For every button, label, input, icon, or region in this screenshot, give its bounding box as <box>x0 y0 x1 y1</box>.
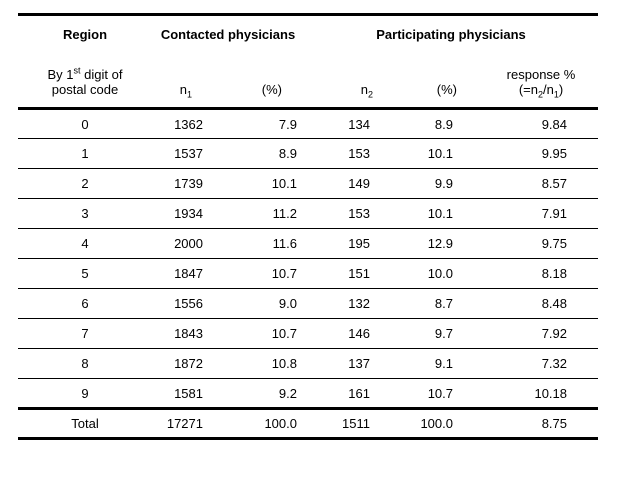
cell-total-label: Total <box>71 416 99 431</box>
cell-participating-percent: 9.1 <box>377 348 460 379</box>
cell-contacted-percent: 10.1 <box>210 168 304 199</box>
region-subheader-line2: postal code <box>51 82 119 97</box>
cell-n2: 151 <box>304 258 377 289</box>
cell-region: 9 <box>18 378 152 410</box>
table-row-region-5: 5 1847 10.7 151 10.0 8.18 <box>18 258 599 289</box>
cell-response-percent: 10.18 <box>460 378 599 410</box>
cell-n1: 1581 <box>152 378 210 410</box>
cell-region: 4 <box>18 228 152 259</box>
cell-contacted-percent: 8.9 <box>210 138 304 169</box>
table-header: Region Contacted physicians Participatin… <box>18 15 599 110</box>
table-row-region-9: 9 1581 9.2 161 10.7 10.18 <box>18 378 599 410</box>
column-subheader-n2: n2 <box>304 52 377 110</box>
table-row-region-4: 4 2000 11.6 195 12.9 9.75 <box>18 228 599 259</box>
table-row-region-0: 0 1362 7.9 134 8.9 9.84 <box>18 108 599 139</box>
physician-response-table: Region Contacted physicians Participatin… <box>18 13 599 440</box>
cell-contacted-percent: 7.9 <box>210 108 304 139</box>
table-row-region-2: 2 1739 10.1 149 9.9 8.57 <box>18 168 599 199</box>
cell-n1: 1934 <box>152 198 210 229</box>
cell-total-n1: 17271 <box>166 416 203 431</box>
cell-contacted-percent: 11.2 <box>210 198 304 229</box>
cell-participating-percent: 10.7 <box>377 378 460 410</box>
cell-n2: 137 <box>304 348 377 379</box>
cell-response-percent: 9.84 <box>460 108 599 139</box>
cell-response-percent: 8.57 <box>460 168 599 199</box>
cell-contacted-percent: 9.0 <box>210 288 304 319</box>
cell-region: 5 <box>18 258 152 289</box>
cell-region: 6 <box>18 288 152 319</box>
cell-region: 7 <box>18 318 152 349</box>
column-subheader-region: By 1st digit of postal code <box>18 52 152 110</box>
cell-total-contacted-percent: 100.0 <box>264 416 297 431</box>
table-row-region-8: 8 1872 10.8 137 9.1 7.32 <box>18 348 599 379</box>
region-subheader-line1: By 1st digit of <box>47 65 123 82</box>
cell-n1: 1739 <box>152 168 210 199</box>
cell-participating-percent: 10.1 <box>377 138 460 169</box>
cell-region: 0 <box>18 108 152 139</box>
cell-n1: 1872 <box>152 348 210 379</box>
cell-n1: 1556 <box>152 288 210 319</box>
cell-total-n2: 1511 <box>342 416 370 431</box>
cell-region: 3 <box>18 198 152 229</box>
cell-participating-percent: 9.7 <box>377 318 460 349</box>
n2-subscript: 2 <box>367 89 373 100</box>
cell-n2: 161 <box>304 378 377 410</box>
cell-participating-percent: 8.7 <box>377 288 460 319</box>
table-row-region-1: 1 1537 8.9 153 10.1 9.95 <box>18 138 599 169</box>
cell-n2: 153 <box>304 138 377 169</box>
n1-subscript: 1 <box>186 89 192 100</box>
cell-contacted-percent: 10.8 <box>210 348 304 379</box>
cell-n1: 1537 <box>152 138 210 169</box>
ordinal-superscript: st <box>73 65 81 76</box>
cell-n1: 1847 <box>152 258 210 289</box>
cell-response-percent: 8.18 <box>460 258 599 289</box>
cell-participating-percent: 9.9 <box>377 168 460 199</box>
cell-region: 1 <box>18 138 152 169</box>
cell-region: 8 <box>18 348 152 379</box>
column-header-region: Region <box>62 26 108 42</box>
response-formula: (=n2/n1) <box>518 82 564 100</box>
column-subheader-contacted-percent: (%) <box>210 52 304 110</box>
cell-participating-percent: 12.9 <box>377 228 460 259</box>
table-body: 0 1362 7.9 134 8.9 9.84 1 1537 8.9 153 1… <box>18 108 599 410</box>
table-row-region-6: 6 1556 9.0 132 8.7 8.48 <box>18 288 599 319</box>
table-row-region-7: 7 1843 10.7 146 9.7 7.92 <box>18 318 599 349</box>
cell-contacted-percent: 11.6 <box>210 228 304 259</box>
cell-total-response-percent: 8.75 <box>541 416 568 431</box>
cell-participating-percent: 10.1 <box>377 198 460 229</box>
table-footer: Total 17271 100.0 1511 100.0 8.75 <box>18 409 598 439</box>
cell-contacted-percent: 10.7 <box>210 258 304 289</box>
cell-n1: 1843 <box>152 318 210 349</box>
cell-response-percent: 9.75 <box>460 228 599 259</box>
response-header-line1: response % <box>506 67 576 82</box>
cell-n2: 195 <box>304 228 377 259</box>
cell-n2: 149 <box>304 168 377 199</box>
cell-region: 2 <box>18 168 152 199</box>
cell-response-percent: 8.48 <box>460 288 599 319</box>
cell-response-percent: 9.95 <box>460 138 599 169</box>
cell-n2: 153 <box>304 198 377 229</box>
cell-total-participating-percent: 100.0 <box>420 416 453 431</box>
table-row-region-3: 3 1934 11.2 153 10.1 7.91 <box>18 198 599 229</box>
column-subheader-response-percent: response % (=n2/n1) <box>460 52 599 110</box>
sub-header-row: By 1st digit of postal code n1 (%) n2 (%… <box>18 52 599 110</box>
cell-contacted-percent: 9.2 <box>210 378 304 410</box>
column-subheader-n1: n1 <box>152 52 210 110</box>
group-header-row: Region Contacted physicians Participatin… <box>18 15 598 53</box>
cell-contacted-percent: 10.7 <box>210 318 304 349</box>
cell-n2: 146 <box>304 318 377 349</box>
cell-n1: 1362 <box>152 108 210 139</box>
cell-n2: 134 <box>304 108 377 139</box>
cell-participating-percent: 10.0 <box>377 258 460 289</box>
cell-n1: 2000 <box>152 228 210 259</box>
cell-response-percent: 7.92 <box>460 318 599 349</box>
cell-response-percent: 7.91 <box>460 198 599 229</box>
table-row-total: Total 17271 100.0 1511 100.0 8.75 <box>18 409 598 439</box>
cell-participating-percent: 8.9 <box>377 108 460 139</box>
column-group-participating-physicians: Participating physicians <box>376 26 526 42</box>
column-subheader-participating-percent: (%) <box>377 52 460 110</box>
column-group-contacted-physicians: Contacted physicians <box>160 26 296 42</box>
cell-response-percent: 7.32 <box>460 348 599 379</box>
cell-n2: 132 <box>304 288 377 319</box>
